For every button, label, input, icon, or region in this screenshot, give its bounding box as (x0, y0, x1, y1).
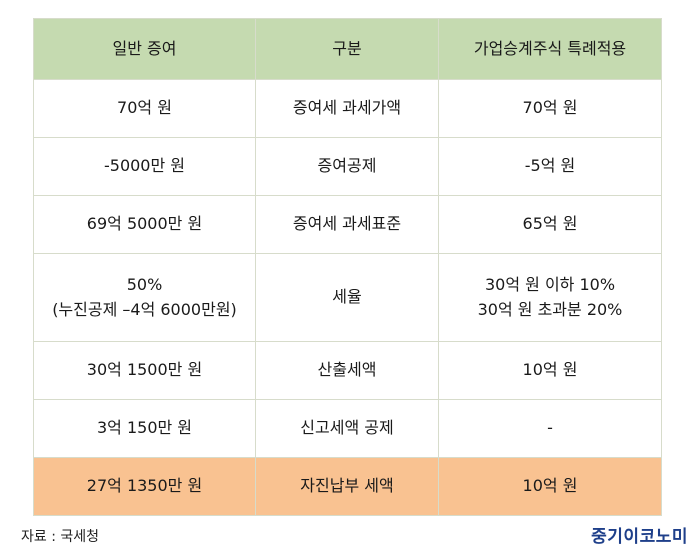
cell-general: 69억 5000만 원 (33, 195, 256, 254)
cell-text: 30억 원 이하 10% (484, 274, 616, 294)
cell-category: 자진납부 세액 (255, 457, 439, 516)
cell-general: 27억 1350만 원 (33, 457, 256, 516)
cell-text: - (547, 418, 553, 438)
cell-special: -5억 원 (438, 137, 662, 196)
cell-category: 산출세액 (255, 341, 439, 400)
cell-category: 증여세 과세표준 (255, 195, 439, 254)
table-header: 일반 증여 구분 가업승계주식 특례적용 (33, 18, 662, 80)
cell-general: -5000만 원 (33, 137, 256, 196)
cell-text: 30억 1500만 원 (86, 360, 203, 380)
cell-category: 세율 (255, 253, 439, 342)
cell-text: 70억 원 (522, 98, 578, 118)
cell-special: 65억 원 (438, 195, 662, 254)
cell-text: -5억 원 (524, 156, 576, 176)
cell-text: 65억 원 (522, 214, 578, 234)
header-category: 구분 (255, 18, 439, 80)
header-special-application: 가업승계주식 특례적용 (438, 18, 662, 80)
brand-logo-text: 중기이코노미 (591, 527, 688, 547)
cell-text: 69억 5000만 원 (86, 214, 203, 234)
cell-special: 70억 원 (438, 79, 662, 138)
cell-special: 10억 원 (438, 341, 662, 400)
table-row: 50% (누진공제 –4억 6000만원) 세율 30억 원 이하 10% 30… (33, 253, 662, 342)
cell-text: 30억 원 초과분 20% (477, 299, 623, 319)
cell-text: 10억 원 (522, 476, 578, 496)
cell-general: 50% (누진공제 –4억 6000만원) (33, 253, 256, 342)
gift-tax-comparison-table: 일반 증여 구분 가업승계주식 특례적용 70억 원 증여세 과세가액 70억 … (33, 18, 662, 516)
cell-general: 70억 원 (33, 79, 256, 138)
cell-text: -5000만 원 (103, 156, 186, 176)
table-row-total: 27억 1350만 원 자진납부 세액 10억 원 (33, 457, 662, 516)
header-general-gift: 일반 증여 (33, 18, 256, 80)
table-row: -5000만 원 증여공제 -5억 원 (33, 137, 662, 196)
cell-special: - (438, 399, 662, 458)
table-row: 70억 원 증여세 과세가액 70억 원 (33, 79, 662, 138)
cell-special: 30억 원 이하 10% 30억 원 초과분 20% (438, 253, 662, 342)
table-row: 3억 150만 원 신고세액 공제 - (33, 399, 662, 458)
cell-category: 증여세 과세가액 (255, 79, 439, 138)
table-row: 30억 1500만 원 산출세액 10억 원 (33, 341, 662, 400)
cell-text: (누진공제 –4억 6000만원) (52, 299, 237, 319)
cell-text: 3억 150만 원 (96, 418, 193, 438)
table-row: 69억 5000만 원 증여세 과세표준 65억 원 (33, 195, 662, 254)
cell-general: 3억 150만 원 (33, 399, 256, 458)
cell-special: 10억 원 (438, 457, 662, 516)
cell-text: 70억 원 (117, 98, 172, 118)
cell-category: 증여공제 (255, 137, 439, 196)
cell-text: 27억 1350만 원 (86, 476, 203, 496)
cell-general: 30억 1500만 원 (33, 341, 256, 400)
cell-text: 50% (126, 274, 163, 294)
source-note: 자료 : 국세청 (21, 529, 100, 545)
cell-text: 10억 원 (522, 360, 578, 380)
cell-category: 신고세액 공제 (255, 399, 439, 458)
